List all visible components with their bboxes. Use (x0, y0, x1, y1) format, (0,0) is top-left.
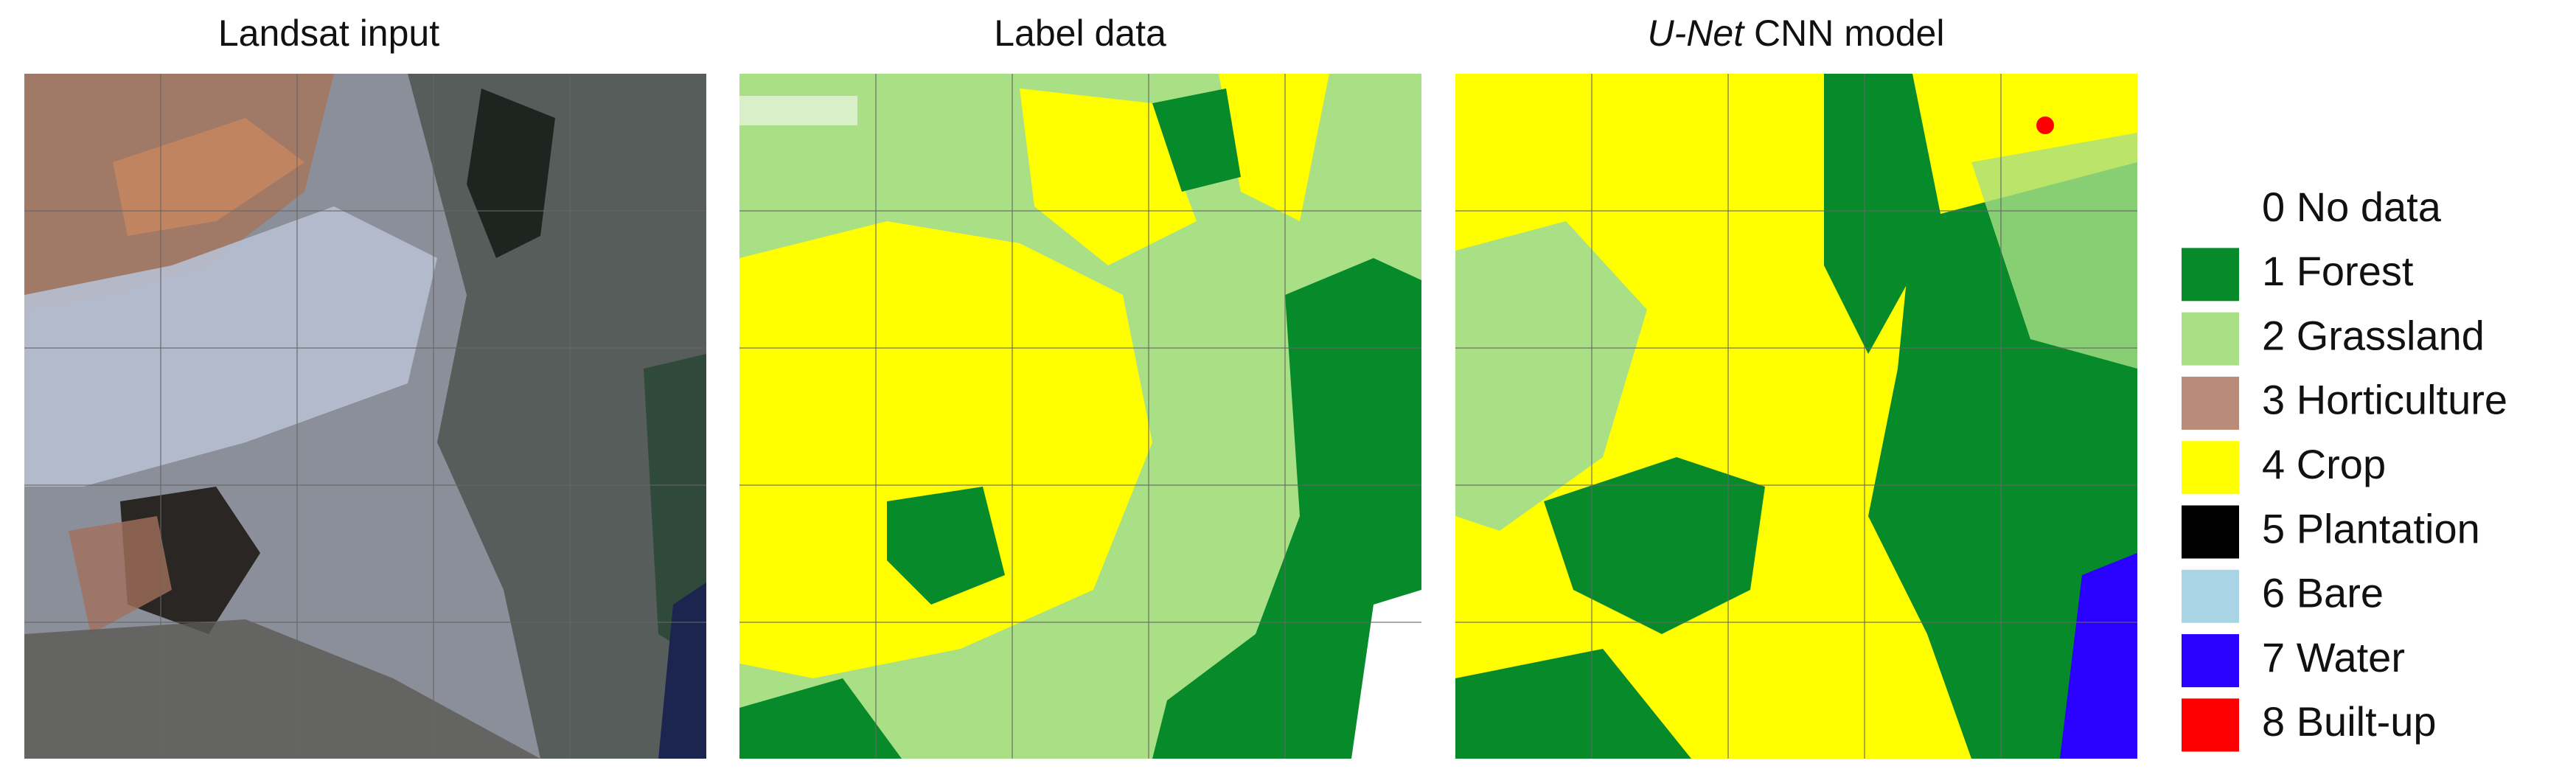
legend-label: 0 No data (2262, 184, 2442, 230)
legend-label: 4 Crop (2262, 441, 2386, 487)
legend-swatch (2182, 698, 2239, 752)
legend-label: 7 Water (2262, 634, 2405, 681)
legend-label: 2 Grassland (2262, 312, 2485, 358)
legend-swatch (2182, 312, 2239, 366)
landsat-image (24, 74, 706, 759)
legend-swatch (2182, 248, 2239, 302)
panel-title-rest: CNN model (1754, 13, 1944, 54)
legend-swatch (2182, 634, 2239, 688)
legend-label: 5 Plantation (2262, 505, 2480, 551)
legend-swatch (2182, 505, 2239, 559)
legend-label: 8 Built-up (2262, 698, 2437, 745)
panel-title-italic: U-Net (1648, 13, 1746, 54)
legend: 0 No data 1 Forest 2 Grassland 3 Horticultu… (2182, 184, 2507, 752)
legend-label: 6 Bare (2262, 570, 2384, 616)
panel-title: Landsat input (218, 13, 439, 54)
panel-title: Label data (994, 13, 1166, 54)
legend-label: 1 Forest (2262, 248, 2414, 294)
legend-swatch (2182, 441, 2239, 495)
legend-label: 3 Horticulture (2262, 377, 2507, 423)
panel-title: U-Net CNN model (1648, 13, 1945, 54)
legend-swatch (2182, 184, 2239, 237)
unet-map (1455, 74, 2137, 759)
legend-swatch (2182, 376, 2239, 430)
label-map (739, 74, 1421, 759)
legend-swatch (2182, 569, 2239, 623)
